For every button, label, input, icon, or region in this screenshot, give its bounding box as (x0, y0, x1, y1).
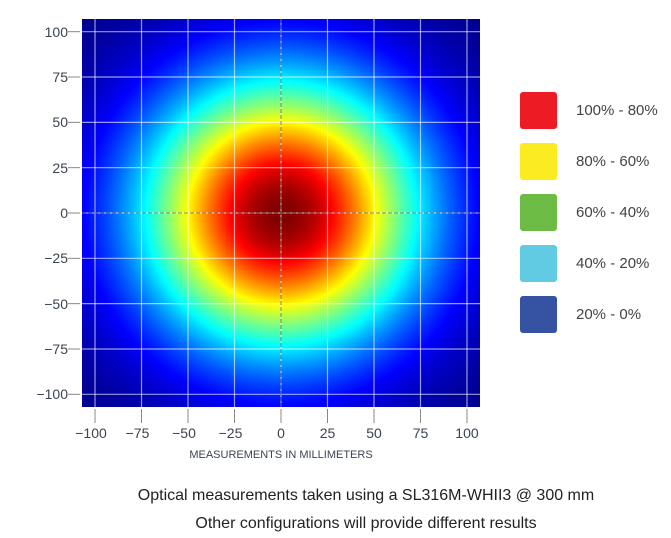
legend-swatch (520, 143, 557, 180)
legend-label: 60% - 40% (576, 204, 650, 221)
legend-swatch (520, 296, 557, 333)
heatmap-plot-area (82, 19, 480, 407)
x-tick-label: −25 (218, 425, 243, 441)
y-tick-label: −25 (44, 250, 68, 267)
x-tick-label: 100 (455, 425, 479, 441)
caption-line-2: Other configurations will provide differ… (195, 515, 537, 532)
y-tick-label: −50 (44, 295, 68, 312)
x-tick-label: 75 (412, 425, 429, 441)
legend-item: 20% - 0% (520, 296, 641, 333)
legend-item: 80% - 60% (520, 143, 649, 180)
grid-overlay (82, 19, 480, 407)
x-tick-label: −75 (125, 425, 150, 441)
x-tick-label: 25 (319, 425, 336, 441)
y-tick-label: 75 (52, 69, 68, 86)
x-axis-label: MEASUREMENTS IN MILLIMETERS (189, 449, 373, 461)
legend-swatch (520, 194, 557, 231)
legend-label: 100% - 80% (576, 102, 658, 119)
legend-swatch (520, 245, 557, 282)
legend-item: 100% - 80% (520, 92, 658, 129)
caption-line-1: Optical measurements taken using a SL316… (137, 487, 595, 504)
x-tick-label: 0 (277, 425, 285, 441)
y-tick-label: 100 (44, 23, 68, 40)
y-tick-label: 0 (60, 205, 68, 221)
legend-label: 20% - 0% (576, 306, 642, 323)
x-tick-label: −50 (172, 425, 196, 441)
x-tick-label: 50 (366, 425, 382, 441)
y-tick-label: 50 (52, 114, 68, 131)
y-tick-label: −100 (36, 386, 68, 403)
legend-item: 40% - 20% (520, 245, 649, 282)
legend-label: 40% - 20% (576, 255, 650, 272)
legend-item: 60% - 40% (520, 194, 649, 231)
y-tick-label: −75 (44, 340, 68, 357)
legend-swatch (520, 92, 557, 129)
legend-label: 80% - 60% (576, 153, 650, 170)
x-tick-label: −100 (75, 425, 107, 441)
y-tick-label: 25 (52, 159, 68, 176)
